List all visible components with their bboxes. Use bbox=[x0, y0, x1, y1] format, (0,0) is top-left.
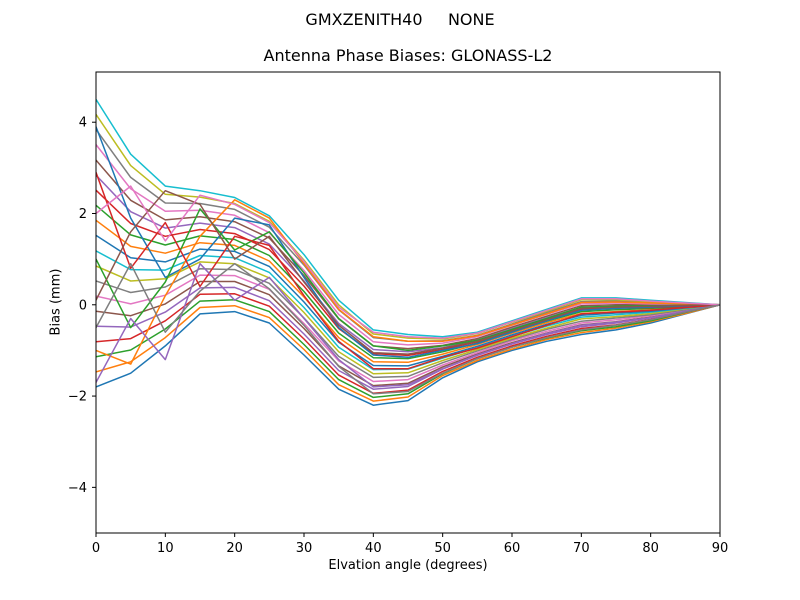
y-tick-label: 0 bbox=[79, 298, 87, 313]
series-group bbox=[96, 98, 720, 406]
x-tick-label: 50 bbox=[434, 541, 451, 556]
x-axis-label: Elvation angle (degrees) bbox=[328, 558, 488, 573]
x-tick-label: 70 bbox=[573, 541, 590, 556]
x-tick-label: 0 bbox=[92, 541, 100, 556]
axes-title: Antenna Phase Biases: GLONASS-L2 bbox=[263, 46, 553, 65]
x-tick-label: 40 bbox=[365, 541, 382, 556]
series-line-23 bbox=[96, 208, 720, 352]
x-tick-label: 60 bbox=[504, 541, 521, 556]
y-tick-label: 4 bbox=[79, 116, 87, 131]
series-line-28 bbox=[96, 262, 720, 395]
x-tick-label: 20 bbox=[226, 541, 243, 556]
y-tick-label: 2 bbox=[79, 207, 87, 222]
y-tick-label: −4 bbox=[68, 481, 87, 496]
series-line-02 bbox=[96, 304, 720, 402]
series-line-25 bbox=[96, 262, 720, 388]
series-line-09 bbox=[96, 261, 720, 375]
series-line-16 bbox=[96, 159, 720, 350]
y-tick-label: −2 bbox=[68, 390, 87, 405]
series-line-22 bbox=[96, 199, 720, 365]
series-line-24 bbox=[96, 171, 720, 370]
series-line-26 bbox=[96, 189, 720, 355]
series-line-05 bbox=[96, 286, 720, 390]
series-line-08 bbox=[96, 267, 720, 379]
series-line-06 bbox=[96, 280, 720, 387]
series-line-03 bbox=[96, 299, 720, 399]
axes-frame bbox=[95, 71, 721, 534]
series-line-07 bbox=[96, 274, 720, 383]
x-tick-label: 10 bbox=[157, 541, 174, 556]
series-line-19 bbox=[96, 113, 720, 340]
figure-suptitle: GMXZENITH40 NONE bbox=[305, 10, 495, 29]
series-line-11 bbox=[96, 234, 720, 367]
series-line-27 bbox=[96, 185, 720, 339]
series-line-21 bbox=[96, 126, 720, 359]
x-tick-label: 80 bbox=[642, 541, 659, 556]
x-tick-label: 90 bbox=[712, 541, 729, 556]
series-line-01 bbox=[96, 304, 720, 406]
series-line-14 bbox=[96, 189, 720, 357]
x-tick-label: 30 bbox=[296, 541, 313, 556]
series-line-17 bbox=[96, 143, 720, 346]
series-line-20 bbox=[96, 98, 720, 338]
